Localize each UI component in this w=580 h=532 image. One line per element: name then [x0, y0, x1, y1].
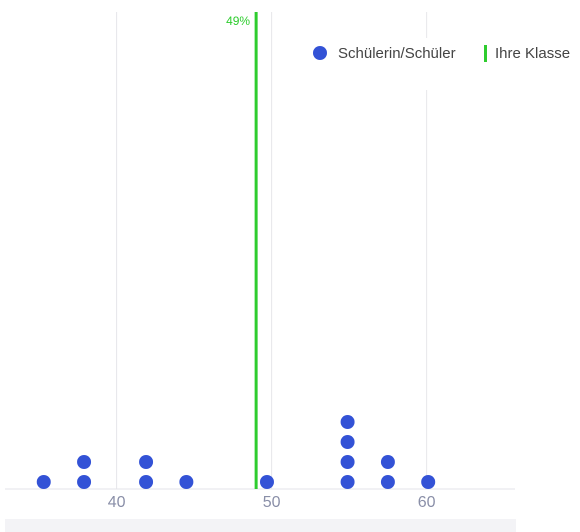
legend-marker: [313, 46, 327, 60]
legend-bg: [305, 38, 580, 90]
dot: [421, 475, 436, 489]
dot: [340, 415, 355, 429]
bottom-band: [5, 519, 516, 532]
dot: [139, 455, 154, 469]
x-tick-label: 60: [418, 494, 436, 511]
dot: [380, 455, 395, 469]
dot: [340, 475, 355, 489]
dot: [77, 455, 92, 469]
dot: [380, 475, 395, 489]
x-tick-label: 40: [108, 494, 126, 511]
legend-label: Schülerin/Schüler: [338, 45, 456, 62]
reference-label: 49%: [226, 14, 250, 28]
legend-label: Ihre Klasse: [495, 45, 570, 62]
dot: [77, 475, 92, 489]
dot: [179, 475, 194, 489]
dot: [340, 455, 355, 469]
dot: [139, 475, 154, 489]
dot: [340, 435, 355, 449]
legend-marker: [484, 45, 487, 62]
dot: [36, 475, 51, 489]
x-tick-label: 50: [263, 494, 281, 511]
dot: [259, 475, 274, 489]
